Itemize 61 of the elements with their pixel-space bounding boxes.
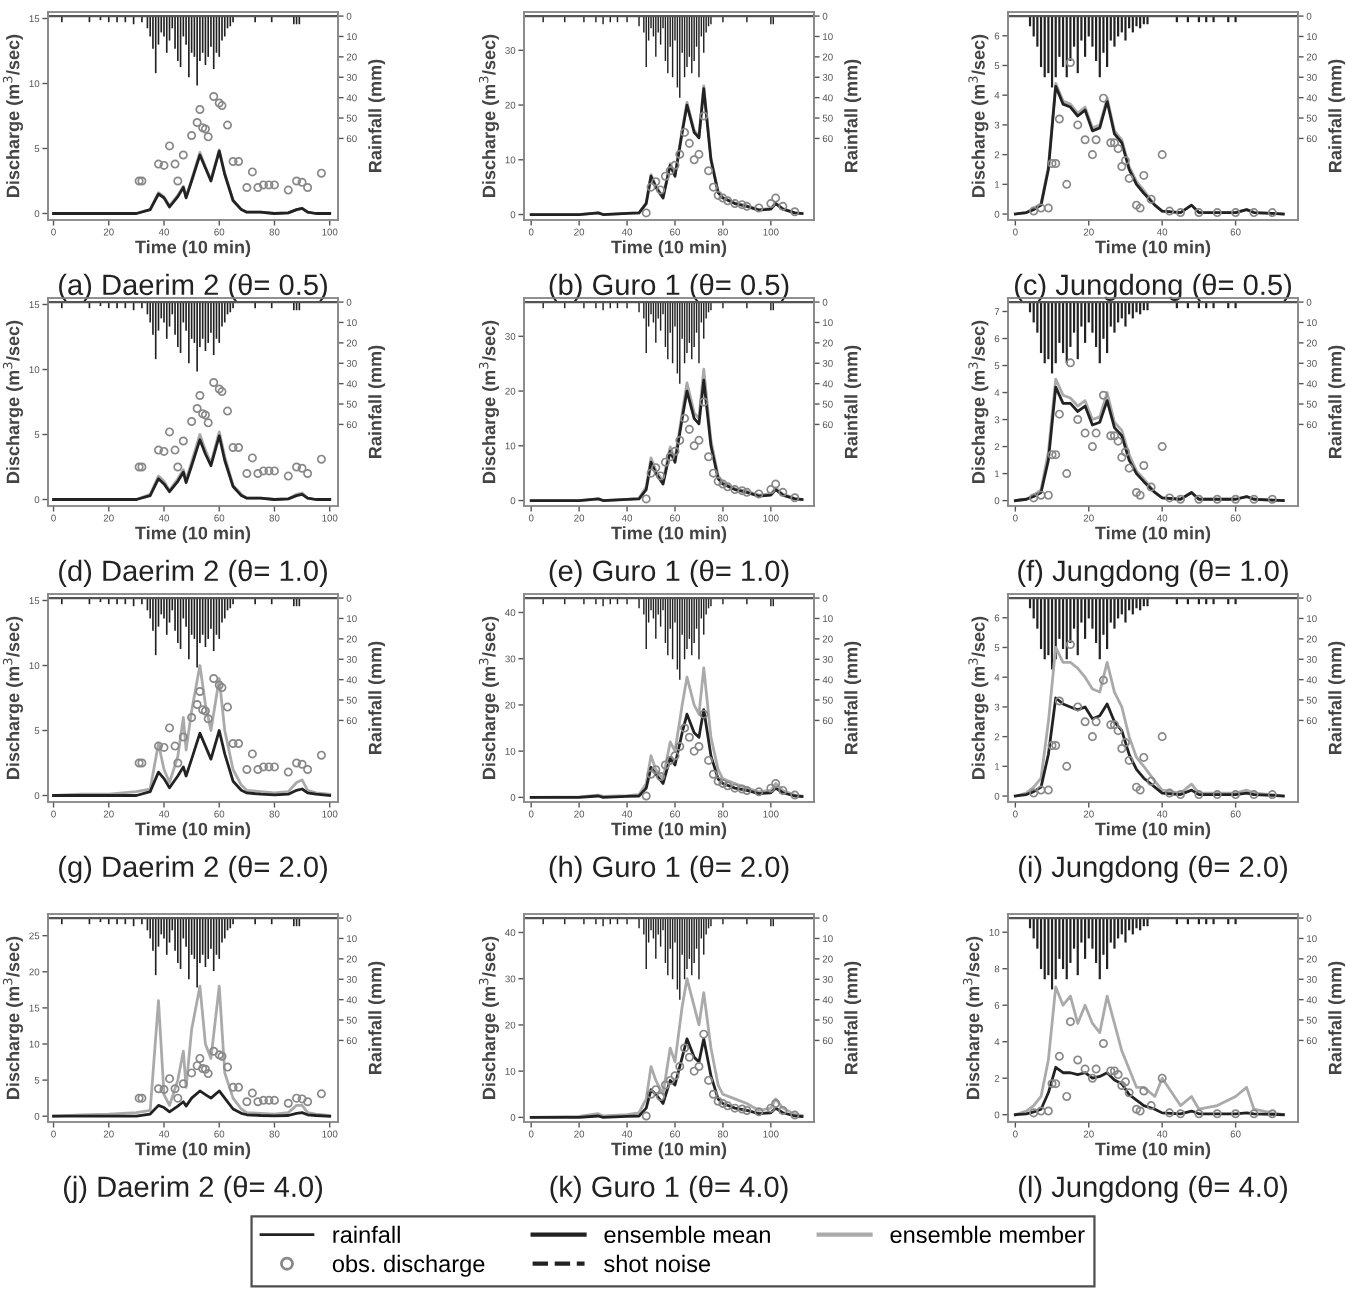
- text: (k) Guro 1 (θ= 4.0): [550, 1175, 788, 1203]
- text: (d) Daerim 2 (θ= 1.0): [59, 559, 327, 587]
- x-axis-title: Time (10 min): [1095, 822, 1211, 840]
- y-axis-title: Discharge (m$^{3}$/sec): [962, 936, 984, 1099]
- y2-axis-title: Rainfall (mm): [1328, 641, 1346, 754]
- text: (c) Jungdong (θ= 0.5): [1014, 273, 1292, 301]
- y-axis-title: Discharge (m$^{3}$/sec): [478, 936, 500, 1099]
- y2-axis-title: Rainfall (mm): [368, 641, 386, 754]
- x-axis-title: Time (10 min): [1095, 240, 1211, 258]
- x-axis-title: Time (10 min): [611, 822, 727, 840]
- y-axis-title: Discharge (m$^{3}$/sec): [2, 616, 24, 779]
- y2-axis-title: Rainfall (mm): [844, 961, 862, 1074]
- line-series: [1013, 985, 1285, 1117]
- line-series: [529, 708, 804, 799]
- y2-axis-title: Rainfall (mm): [844, 59, 862, 172]
- y-axis-title: Discharge (m$^{3}$/sec): [968, 320, 989, 483]
- x-axis-title: Time (10 min): [611, 526, 727, 544]
- x-axis-title: Time (10 min): [611, 240, 727, 258]
- line-series: [1013, 646, 1285, 798]
- x-axis-title: Time (10 min): [611, 1142, 727, 1160]
- text: (f) Jungdong (θ= 1.0): [1018, 559, 1288, 587]
- y-axis-title: Discharge (m$^{3}$/sec): [2, 320, 24, 483]
- text: (l) Jungdong (θ= 4.0): [1019, 1175, 1287, 1203]
- x-axis-title: Time (10 min): [135, 526, 251, 544]
- line-series: [52, 729, 332, 797]
- y-axis-title: Discharge (m$^{3}$/sec): [2, 936, 24, 1099]
- y-axis-title: Discharge (m$^{3}$/sec): [478, 34, 500, 197]
- y-axis-title: Discharge (m$^{3}$/sec): [968, 34, 989, 197]
- x-axis-title: Time (10 min): [1095, 526, 1211, 544]
- y-axis-title: Discharge (m$^{3}$/sec): [2, 34, 24, 197]
- y2-axis-title: Rainfall (mm): [368, 961, 386, 1074]
- y-axis-title: Discharge (m$^{3}$/sec): [968, 616, 989, 779]
- text: (a) Daerim 2 (θ= 0.5): [59, 273, 327, 301]
- y2-axis-title: Rainfall (mm): [1328, 961, 1346, 1074]
- legend-label: ensemble mean: [604, 1225, 770, 1244]
- y-axis-title: Discharge (m$^{3}$/sec): [478, 320, 500, 483]
- y2-axis-title: Rainfall (mm): [844, 641, 862, 754]
- text: (h) Guro 1 (θ= 2.0): [549, 855, 789, 883]
- legend-label: ensemble member: [890, 1225, 1085, 1244]
- line-series: [529, 1037, 804, 1119]
- x-axis-title: Time (10 min): [135, 240, 251, 258]
- y2-axis-title: Rainfall (mm): [1328, 59, 1346, 172]
- line-series: [52, 1089, 332, 1118]
- legend-label: obs. discharge: [332, 1254, 485, 1277]
- y2-axis-title: Rainfall (mm): [368, 59, 386, 172]
- text: (j) Daerim 2 (θ= 4.0): [63, 1175, 323, 1203]
- y-axis-title: Discharge (m$^{3}$/sec): [478, 616, 500, 779]
- x-axis-title: Time (10 min): [1095, 1142, 1211, 1160]
- line-series: [1013, 696, 1285, 798]
- text: (b) Guro 1 (θ= 0.5): [549, 273, 789, 301]
- x-axis-title: Time (10 min): [135, 822, 251, 840]
- y2-axis-title: Rainfall (mm): [368, 345, 386, 458]
- text: (e) Guro 1 (θ= 1.0): [549, 559, 789, 587]
- line-series: [1013, 1065, 1285, 1117]
- x-axis-title: Time (10 min): [135, 1142, 251, 1160]
- legend-label: shot noise: [604, 1254, 711, 1273]
- y2-axis-title: Rainfall (mm): [1328, 345, 1346, 458]
- legend-label: rainfall: [333, 1225, 400, 1244]
- text: (i) Jungdong (θ= 2.0): [1019, 855, 1287, 883]
- y2-axis-title: Rainfall (mm): [844, 345, 862, 458]
- text: (g) Daerim 2 (θ= 2.0): [59, 855, 327, 883]
